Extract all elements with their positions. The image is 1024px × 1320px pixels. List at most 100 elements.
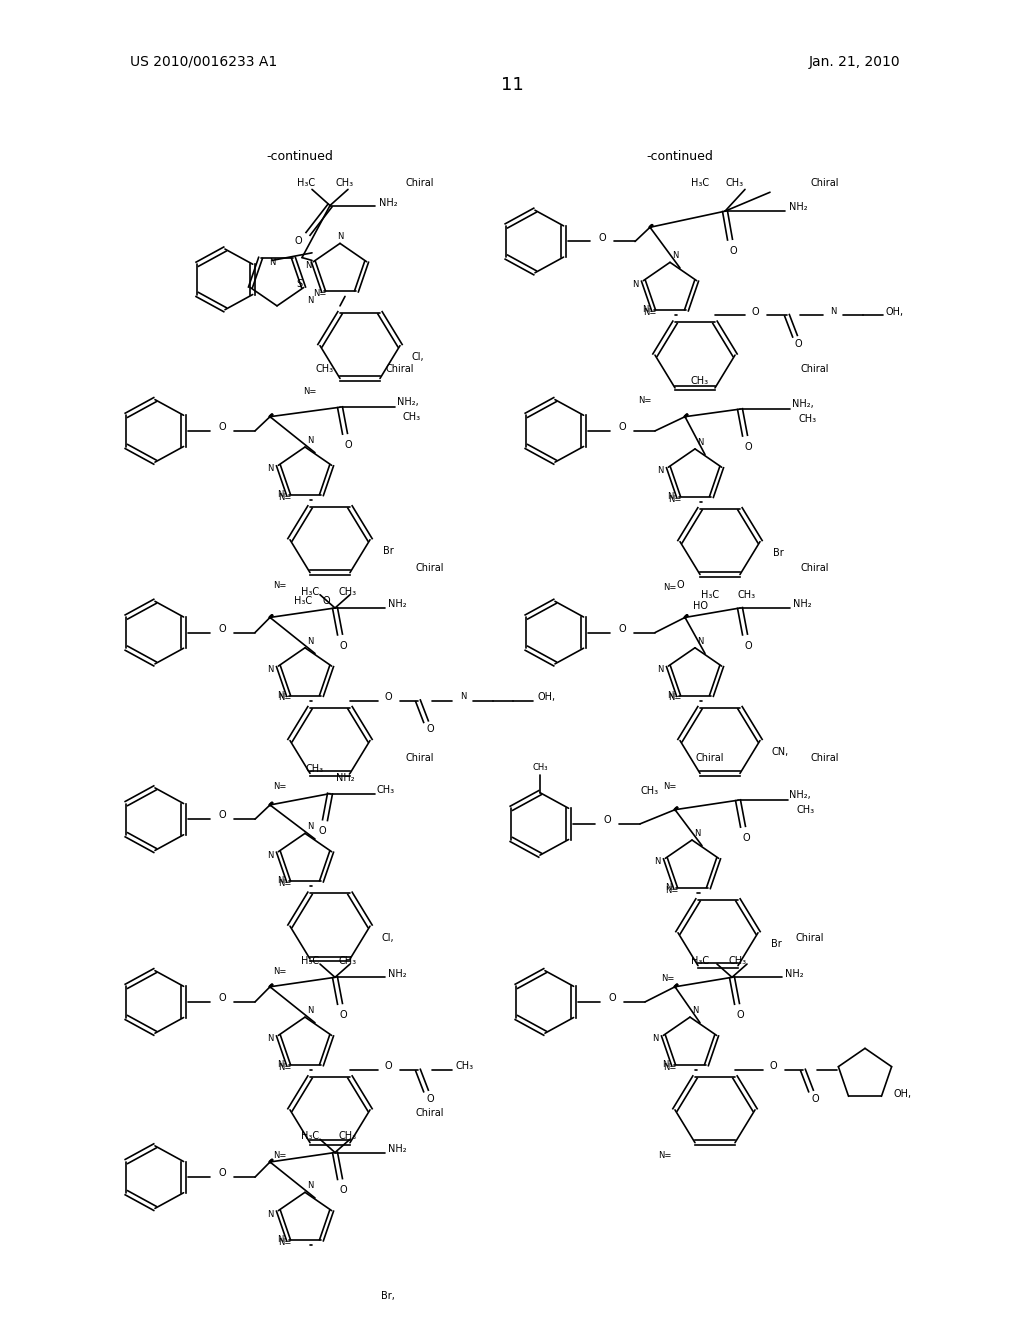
Text: H₃C: H₃C <box>301 587 319 597</box>
Text: N: N <box>656 665 664 675</box>
Text: N: N <box>307 296 313 305</box>
Text: Chiral: Chiral <box>416 564 444 573</box>
Text: N: N <box>307 436 313 445</box>
Text: N=: N= <box>279 1063 292 1072</box>
Text: N=: N= <box>303 387 316 396</box>
Text: N: N <box>267 850 273 859</box>
Text: N: N <box>653 857 660 866</box>
Text: CH₃: CH₃ <box>336 178 354 187</box>
Text: OH,: OH, <box>886 306 904 317</box>
Text: O: O <box>603 816 610 825</box>
Text: O: O <box>323 597 330 606</box>
Text: CH₃: CH₃ <box>726 178 744 187</box>
Text: N=: N= <box>279 879 292 888</box>
Text: N: N <box>307 822 313 832</box>
Text: N: N <box>276 1236 284 1245</box>
Text: N: N <box>267 1035 273 1043</box>
Text: O: O <box>339 640 347 651</box>
Text: Chiral: Chiral <box>801 364 829 375</box>
Text: NH₂: NH₂ <box>388 1143 407 1154</box>
Text: NH₂: NH₂ <box>336 774 354 784</box>
Text: US 2010/0016233 A1: US 2010/0016233 A1 <box>130 54 278 69</box>
Text: H₃C: H₃C <box>301 1131 319 1142</box>
Text: N=: N= <box>643 308 656 317</box>
Text: N=: N= <box>669 495 682 503</box>
Text: HO: HO <box>692 601 708 611</box>
Text: N: N <box>696 636 703 645</box>
Text: NH₂: NH₂ <box>793 599 811 610</box>
Text: Cl,: Cl, <box>382 932 394 942</box>
Text: Br: Br <box>773 548 783 558</box>
Text: N=: N= <box>664 781 677 791</box>
Text: N: N <box>632 280 638 289</box>
Text: O: O <box>742 833 750 843</box>
Text: Br: Br <box>383 546 393 556</box>
Text: N: N <box>307 1006 313 1015</box>
Text: O: O <box>618 422 626 432</box>
Text: Jan. 21, 2010: Jan. 21, 2010 <box>808 54 900 69</box>
Text: N: N <box>692 1006 698 1015</box>
Text: NH₂: NH₂ <box>784 969 803 978</box>
Text: O: O <box>598 232 606 243</box>
Text: N=: N= <box>664 1063 677 1072</box>
Text: NH₂: NH₂ <box>388 599 407 610</box>
Text: N: N <box>267 665 273 675</box>
Text: N=: N= <box>273 581 287 590</box>
Text: H₃C: H₃C <box>701 590 719 599</box>
Text: N: N <box>667 690 673 700</box>
Text: H₃C: H₃C <box>294 597 312 606</box>
Text: H₃C: H₃C <box>297 178 315 187</box>
Text: O: O <box>339 1185 347 1196</box>
Text: N: N <box>460 693 466 701</box>
Text: NH₂,: NH₂, <box>790 791 811 800</box>
Text: O: O <box>752 306 759 317</box>
Text: Chiral: Chiral <box>811 178 840 187</box>
Text: N: N <box>337 232 343 242</box>
Text: O: O <box>736 1010 743 1020</box>
Text: CN,: CN, <box>771 747 788 756</box>
Text: Chiral: Chiral <box>406 752 434 763</box>
Text: NH₂: NH₂ <box>388 969 407 978</box>
Text: CH₃: CH₃ <box>306 764 324 774</box>
Text: N: N <box>672 251 678 260</box>
Text: N: N <box>305 260 311 269</box>
Text: O: O <box>618 624 626 634</box>
Text: O: O <box>426 725 434 734</box>
Text: H₃C: H₃C <box>301 956 319 966</box>
Text: N: N <box>276 490 284 499</box>
Text: N: N <box>267 465 273 474</box>
Text: NH₂: NH₂ <box>379 198 397 207</box>
Text: N=: N= <box>658 1151 672 1160</box>
Text: Chiral: Chiral <box>801 564 829 573</box>
Text: O: O <box>318 826 326 837</box>
Text: O: O <box>769 1061 777 1072</box>
Text: O: O <box>339 1010 347 1020</box>
Text: CH₃: CH₃ <box>691 376 709 385</box>
Text: Chiral: Chiral <box>406 178 434 187</box>
Text: N: N <box>642 305 648 314</box>
Text: N: N <box>307 636 313 645</box>
Text: N: N <box>267 1209 273 1218</box>
Text: Br,: Br, <box>381 1291 395 1302</box>
Text: N=: N= <box>638 396 651 405</box>
Text: N=: N= <box>273 968 287 975</box>
Text: N=: N= <box>273 1151 287 1160</box>
Text: NH₂,: NH₂, <box>793 400 814 409</box>
Text: O: O <box>218 624 226 634</box>
Text: O: O <box>729 246 737 256</box>
Text: CH₃: CH₃ <box>456 1061 474 1072</box>
Text: Chiral: Chiral <box>811 752 840 763</box>
Text: N=: N= <box>313 289 327 298</box>
Text: O: O <box>218 422 226 432</box>
Text: O: O <box>811 1093 819 1104</box>
Text: N=: N= <box>273 781 287 791</box>
Text: S: S <box>296 279 302 289</box>
Text: CH₃: CH₃ <box>377 785 395 795</box>
Text: -continued: -continued <box>646 149 714 162</box>
Text: CH₃: CH₃ <box>339 1131 357 1142</box>
Text: N=: N= <box>279 1238 292 1247</box>
Text: CH₃: CH₃ <box>532 763 548 772</box>
Text: O: O <box>218 993 226 1003</box>
Text: H₃C: H₃C <box>691 956 709 966</box>
Text: O: O <box>294 236 302 247</box>
